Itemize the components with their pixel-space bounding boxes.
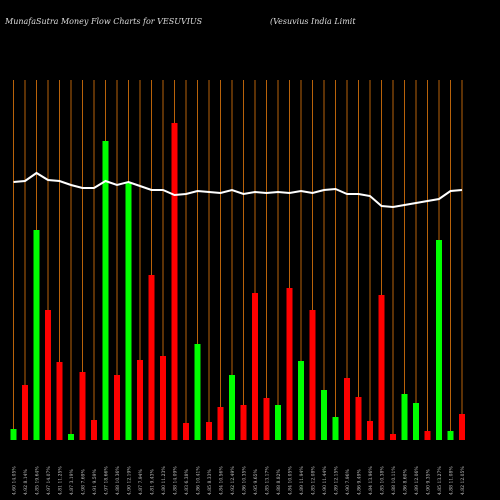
x-tick-label: 4.90 9.35% xyxy=(426,469,432,495)
bar xyxy=(332,417,339,440)
x-tick-label: 4.98 7.69% xyxy=(81,469,87,495)
bar xyxy=(390,434,396,440)
bar xyxy=(68,434,74,440)
x-tick-label: 4.84 10.56% xyxy=(219,466,225,495)
bar xyxy=(252,293,258,440)
x-tick-label: 4.81 11.25% xyxy=(58,466,64,495)
bar xyxy=(171,123,178,440)
bar xyxy=(22,385,28,440)
bar xyxy=(355,397,362,440)
bar xyxy=(148,275,155,440)
x-tick-label: 4.89 12.15% xyxy=(334,466,340,495)
x-tick-label: 4.80 11.23% xyxy=(161,466,167,495)
x-tick-label: 4.82 12.05% xyxy=(460,466,466,495)
bar xyxy=(286,288,293,440)
x-tick-label: 4.84 13.96% xyxy=(368,466,374,495)
bar xyxy=(263,398,270,440)
bar xyxy=(413,403,419,440)
x-tick-label: 4.85 8.33% xyxy=(207,469,213,495)
bar xyxy=(378,295,385,440)
chart-title: MunafaSutra Money Flow Charts for VESUVI… xyxy=(4,17,203,26)
x-tick-label: 4.84 10.05% xyxy=(288,466,294,495)
bar xyxy=(102,141,109,440)
x-tick-label: 4.86 10.35% xyxy=(242,466,248,495)
bar xyxy=(447,431,454,440)
chart-subtitle: (Vesuvius India Limit xyxy=(270,17,356,26)
x-tick-label: 4.87 7.94% xyxy=(138,469,144,495)
bar xyxy=(240,405,247,440)
x-tick-label: 4.60 14.05% xyxy=(12,466,18,495)
bar xyxy=(56,362,63,440)
bar xyxy=(10,429,17,440)
x-tick-label: 4.85 12.08% xyxy=(311,466,317,495)
x-tick-label: 4.86 10.41% xyxy=(196,466,202,495)
x-tick-label: 4.85 13.17% xyxy=(265,466,271,495)
bar xyxy=(91,420,97,440)
x-tick-label: 4.86 9.49% xyxy=(357,469,363,495)
x-tick-label: 4.97 14.07% xyxy=(46,466,52,495)
bar xyxy=(194,344,201,440)
x-tick-label: 4.81 9.43% xyxy=(150,469,156,495)
bar xyxy=(183,423,189,440)
x-tick-label: 4.88 10.36% xyxy=(115,466,121,495)
bar xyxy=(298,361,304,440)
x-tick-label: 4.86 8.60% xyxy=(403,469,409,495)
x-tick-label: 4.97 18.66% xyxy=(104,466,110,495)
x-tick-label: 4.85 19.64% xyxy=(35,466,41,495)
bar xyxy=(160,356,166,440)
bar xyxy=(436,240,442,440)
x-tick-label: 4.92 12.49% xyxy=(230,466,236,495)
x-tick-label: 4.83 6.38% xyxy=(184,469,190,495)
x-tick-label: 4.88 10.11% xyxy=(391,466,397,495)
x-tick-label: 4.90 7.96% xyxy=(345,469,351,495)
bar xyxy=(275,405,281,440)
bar xyxy=(114,375,120,440)
x-tick-label: 4.89 12.06% xyxy=(414,466,420,495)
bar xyxy=(401,394,408,440)
bar xyxy=(344,378,350,440)
x-tick-label: 4.88 11.08% xyxy=(449,466,455,495)
x-tick-label: 4.92 8.14% xyxy=(23,469,29,495)
bar xyxy=(206,422,212,440)
x-tick-label: 4.87 3.19% xyxy=(69,469,75,495)
bar xyxy=(309,310,316,440)
bar xyxy=(217,407,224,440)
x-tick-label: 4.85 10.38% xyxy=(380,466,386,495)
bar xyxy=(367,421,373,440)
bar xyxy=(33,230,40,440)
bar xyxy=(137,360,143,440)
money-flow-line xyxy=(13,171,463,209)
x-tick-label: 4.88 14.09% xyxy=(173,466,179,495)
bar xyxy=(459,414,465,440)
x-tick-label: 4.85 13.27% xyxy=(437,466,443,495)
x-tick-label: 4.89 11.94% xyxy=(299,466,305,495)
x-tick-label: 4.91 9.59% xyxy=(92,469,98,495)
bar xyxy=(229,375,235,440)
x-tick-label: 4.88 8.82% xyxy=(276,469,282,495)
x-tick-label: 4.90 11.44% xyxy=(322,466,328,495)
bar xyxy=(45,310,51,440)
bar xyxy=(79,372,86,440)
bar xyxy=(321,390,327,440)
x-tick-label: 4.90 12.19% xyxy=(127,466,133,495)
x-tick-label: 4.95 9.65% xyxy=(253,469,259,495)
bar xyxy=(125,183,132,440)
bar xyxy=(424,431,431,440)
